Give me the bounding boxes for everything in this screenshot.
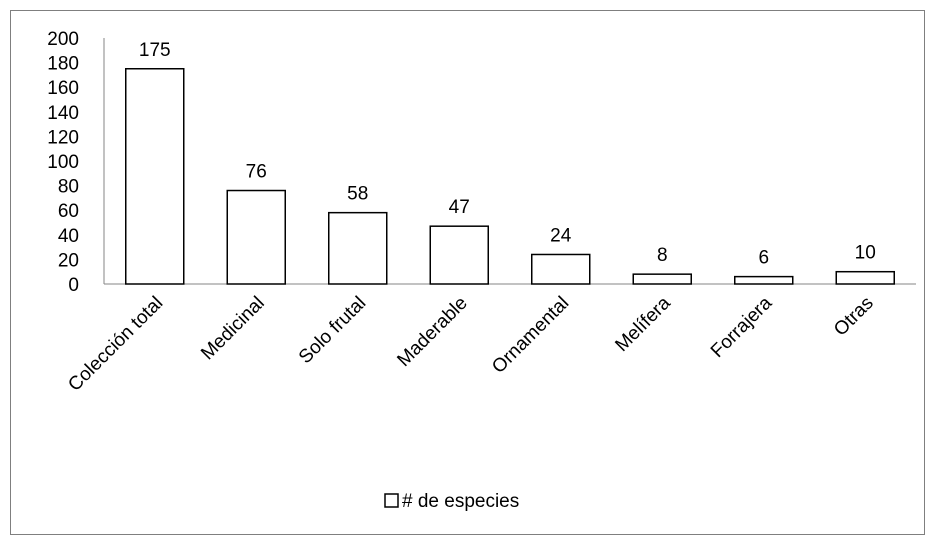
data-label: 6	[758, 248, 769, 269]
legend: # de especies	[384, 491, 519, 512]
data-label: 24	[550, 225, 572, 246]
data-label: 8	[657, 245, 668, 266]
bar	[429, 225, 489, 285]
data-label: 47	[449, 197, 470, 218]
y-axis: 0 20 40 60 80 100 120 140 160 180 200	[47, 29, 105, 296]
bar	[632, 273, 692, 285]
y-tick-label: 60	[58, 201, 79, 222]
y-tick-label: 100	[47, 152, 79, 173]
category-label: Melífera	[611, 292, 675, 356]
category-label: Otras	[830, 293, 878, 341]
y-tick-label: 40	[58, 226, 79, 247]
legend-label: # de especies	[402, 491, 519, 512]
data-labels: 175 76 58 47 24 8 6 10	[139, 40, 876, 269]
bar	[835, 270, 895, 285]
bar	[226, 189, 286, 285]
bars	[125, 68, 895, 285]
y-tick-label: 140	[47, 103, 79, 124]
data-label: 76	[246, 162, 267, 183]
data-label: 175	[139, 40, 171, 61]
category-label: Medicinal	[197, 293, 269, 365]
legend-swatch	[384, 493, 399, 508]
category-label: Forrajera	[707, 292, 777, 362]
y-tick-label: 200	[47, 29, 79, 50]
y-tick-label: 160	[47, 78, 79, 99]
bar	[734, 275, 794, 285]
y-tick-label: 20	[58, 250, 79, 271]
bar	[328, 211, 388, 285]
category-label: Solo frutal	[295, 293, 370, 368]
category-label: Colección total	[64, 293, 167, 396]
y-tick-label: 0	[68, 275, 79, 296]
category-label: Ornamental	[488, 293, 573, 378]
data-label: 10	[855, 243, 876, 264]
y-tick-label: 80	[58, 177, 79, 198]
y-tick-label: 180	[47, 54, 79, 75]
bar	[125, 68, 185, 285]
bar	[531, 253, 591, 285]
y-tick-label: 120	[47, 127, 79, 148]
category-labels: Colección total Medicinal Solo frutal Mader…	[64, 292, 877, 395]
category-label: Maderable	[393, 293, 471, 371]
data-label: 58	[347, 184, 368, 205]
